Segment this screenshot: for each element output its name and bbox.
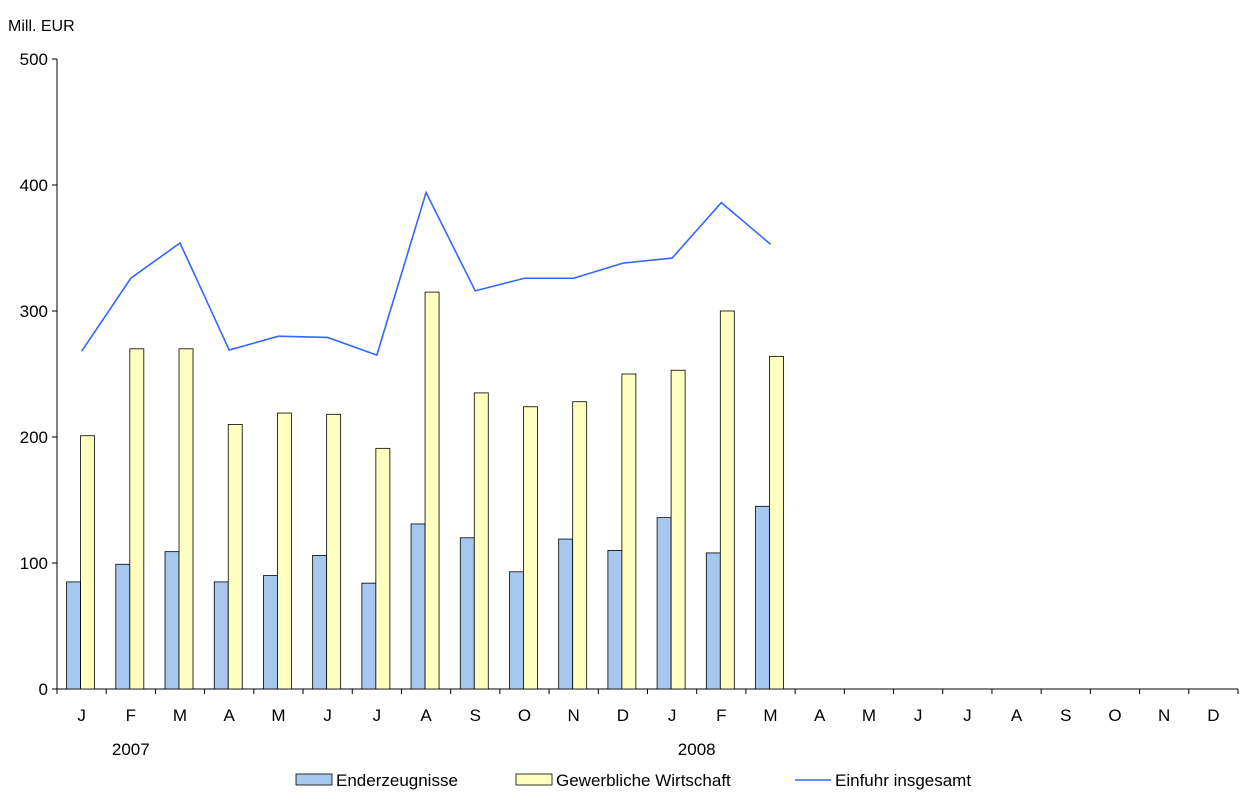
x-tick-label: F xyxy=(716,706,726,725)
x-tick-label: M xyxy=(271,706,285,725)
bar-enderzeugnisse xyxy=(755,505,770,690)
bar-enderzeugnisse xyxy=(656,517,672,690)
bar-enderzeugnisse xyxy=(459,537,475,690)
bar-gewerbliche-wirtschaft xyxy=(129,348,145,690)
x-tick-label: A xyxy=(1011,706,1023,725)
year-label: 2007 xyxy=(112,740,150,759)
line-series-group xyxy=(80,190,772,357)
y-tick-label: 0 xyxy=(39,680,48,699)
bar-enderzeugnisse xyxy=(509,571,524,690)
bar-gewerbliche-wirtschaft xyxy=(572,401,588,690)
y-tick-label: 500 xyxy=(20,50,48,69)
x-tick-label: O xyxy=(518,706,531,725)
x-tick-label: J xyxy=(963,706,972,725)
x-tick-label: O xyxy=(1108,706,1121,725)
x-tick-label: M xyxy=(763,706,777,725)
bar-enderzeugnisse xyxy=(66,581,82,690)
x-tick-label: J xyxy=(323,706,332,725)
bar-series-group xyxy=(66,291,784,690)
x-tick-label: S xyxy=(470,706,481,725)
x-tick-label: A xyxy=(224,706,236,725)
y-tick-label: 400 xyxy=(20,176,48,195)
year-label: 2008 xyxy=(678,740,716,759)
x-tick-label: M xyxy=(862,706,876,725)
x-tick-label: J xyxy=(914,706,923,725)
x-tick-label: D xyxy=(617,706,629,725)
x-tick-label: J xyxy=(77,706,86,725)
bar-enderzeugnisse xyxy=(705,552,721,690)
legend-label: Gewerbliche Wirtschaft xyxy=(556,771,731,790)
x-tick-label: N xyxy=(568,706,580,725)
x-tick-label: J xyxy=(373,706,382,725)
bar-enderzeugnisse xyxy=(164,551,180,690)
bar-gewerbliche-wirtschaft xyxy=(473,392,489,690)
bar-gewerbliche-wirtschaft xyxy=(227,423,243,690)
bar-gewerbliche-wirtschaft xyxy=(670,369,686,690)
bar-gewerbliche-wirtschaft xyxy=(523,406,538,690)
bar-enderzeugnisse xyxy=(115,563,131,690)
bar-gewerbliche-wirtschaft xyxy=(424,291,440,690)
bar-gewerbliche-wirtschaft xyxy=(769,355,784,690)
bar-gewerbliche-wirtschaft xyxy=(375,447,391,690)
x-tick-label: J xyxy=(668,706,677,725)
x-tick-label: S xyxy=(1060,706,1071,725)
bar-gewerbliche-wirtschaft xyxy=(621,373,637,690)
legend-swatch xyxy=(515,773,553,786)
bar-gewerbliche-wirtschaft xyxy=(277,412,292,690)
x-tick-label: N xyxy=(1158,706,1170,725)
line-einfuhr-insgesamt xyxy=(80,190,772,357)
y-axis-unit-label: Mill. EUR xyxy=(8,18,75,35)
bar-enderzeugnisse xyxy=(361,582,377,690)
legend-label: Einfuhr insgesamt xyxy=(835,771,971,790)
legend-label: Enderzeugnisse xyxy=(336,771,458,790)
bar-gewerbliche-wirtschaft xyxy=(178,348,194,690)
bar-enderzeugnisse xyxy=(410,523,426,690)
bar-enderzeugnisse xyxy=(312,555,328,690)
y-tick-label: 100 xyxy=(20,554,48,573)
bar-gewerbliche-wirtschaft xyxy=(719,310,735,690)
bar-enderzeugnisse xyxy=(263,575,278,690)
x-tick-label: A xyxy=(420,706,432,725)
x-tick-label: M xyxy=(173,706,187,725)
y-tick-label: 300 xyxy=(20,302,48,321)
bar-enderzeugnisse xyxy=(558,538,574,690)
legend: Enderzeugnisse Gewerbliche Wirtschaft Einf… xyxy=(295,771,971,790)
bar-gewerbliche-wirtschaft xyxy=(80,435,96,690)
bar-enderzeugnisse xyxy=(607,550,623,690)
x-tick-label: F xyxy=(126,706,136,725)
y-tick-label: 200 xyxy=(20,428,48,447)
year-labels: 2007 2008 xyxy=(112,740,716,759)
x-tick-label: D xyxy=(1207,706,1219,725)
bar-enderzeugnisse xyxy=(213,581,229,690)
legend-swatch xyxy=(295,773,333,786)
x-tick-label: A xyxy=(814,706,826,725)
y-axis: 0 100 200 300 400 500 xyxy=(20,50,58,699)
bar-gewerbliche-wirtschaft xyxy=(326,413,342,690)
